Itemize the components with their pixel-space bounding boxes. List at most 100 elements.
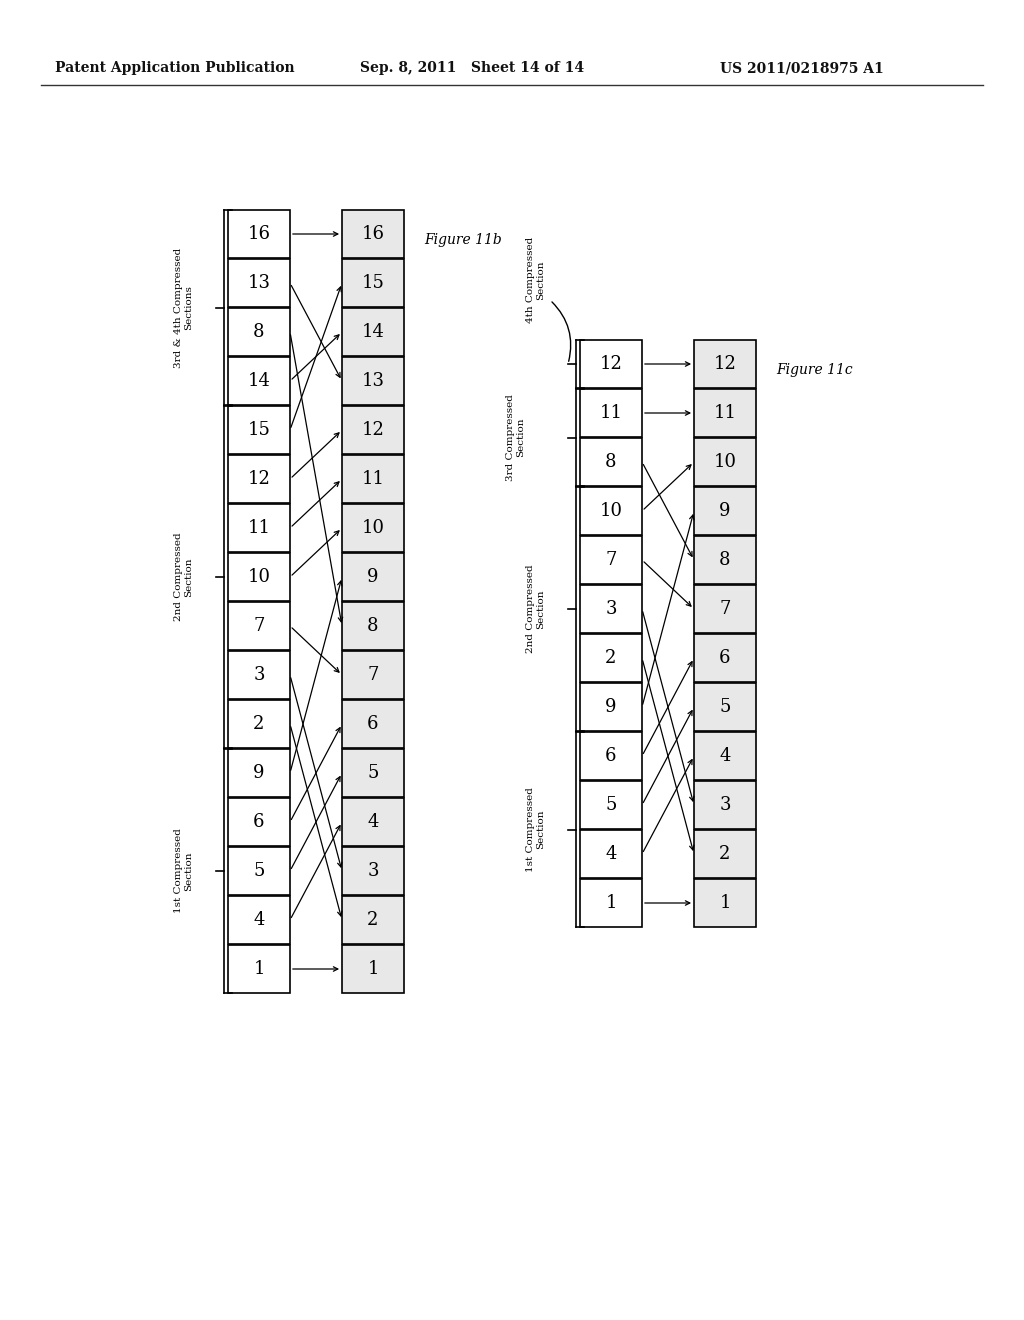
Text: 2nd Compressed
Section: 2nd Compressed Section <box>525 565 545 653</box>
Text: 12: 12 <box>361 421 384 440</box>
Text: 2: 2 <box>605 649 616 667</box>
Bar <box>580 879 642 927</box>
Text: 9: 9 <box>253 764 265 781</box>
Bar <box>228 259 290 308</box>
Text: 7: 7 <box>253 616 264 635</box>
Bar <box>580 389 642 437</box>
Text: 1st Compressed
Section: 1st Compressed Section <box>525 787 545 873</box>
Text: 11: 11 <box>248 519 270 537</box>
Text: Figure 11c: Figure 11c <box>776 363 853 378</box>
Bar <box>580 781 642 829</box>
Bar <box>580 634 642 682</box>
Bar <box>228 455 290 503</box>
Text: 13: 13 <box>248 275 270 292</box>
Text: US 2011/0218975 A1: US 2011/0218975 A1 <box>720 61 884 75</box>
Bar <box>342 602 404 649</box>
Text: 10: 10 <box>714 453 736 471</box>
Bar <box>228 602 290 649</box>
Text: 1: 1 <box>719 894 731 912</box>
Text: 1: 1 <box>368 960 379 978</box>
Bar <box>694 781 756 829</box>
Bar <box>342 308 404 356</box>
Text: 12: 12 <box>714 355 736 374</box>
Text: 7: 7 <box>368 667 379 684</box>
Text: Figure 11b: Figure 11b <box>424 234 502 247</box>
Bar <box>228 407 290 454</box>
Text: 1: 1 <box>605 894 616 912</box>
Bar <box>580 830 642 878</box>
Bar <box>342 945 404 993</box>
Bar <box>694 634 756 682</box>
Text: 3rd & 4th Compressed
Sections: 3rd & 4th Compressed Sections <box>174 247 193 368</box>
Text: 5: 5 <box>253 862 264 880</box>
Text: 9: 9 <box>605 698 616 715</box>
Text: 4: 4 <box>368 813 379 832</box>
Bar <box>580 733 642 780</box>
Bar <box>228 799 290 846</box>
Bar <box>694 733 756 780</box>
Text: 5: 5 <box>719 698 731 715</box>
Text: Patent Application Publication: Patent Application Publication <box>55 61 295 75</box>
Bar <box>694 438 756 486</box>
Bar <box>342 896 404 944</box>
Bar <box>694 682 756 731</box>
Bar <box>342 210 404 257</box>
Text: 7: 7 <box>719 601 731 618</box>
Bar <box>228 504 290 552</box>
Text: 8: 8 <box>253 323 265 341</box>
Bar <box>694 487 756 535</box>
Text: 14: 14 <box>248 372 270 389</box>
Text: 9: 9 <box>368 568 379 586</box>
Text: 14: 14 <box>361 323 384 341</box>
Bar <box>228 356 290 405</box>
Text: 2: 2 <box>368 911 379 929</box>
Bar <box>228 210 290 257</box>
Text: 7: 7 <box>605 550 616 569</box>
Text: 3: 3 <box>368 862 379 880</box>
Text: 3rd Compressed
Section: 3rd Compressed Section <box>506 395 525 480</box>
Text: 6: 6 <box>368 715 379 733</box>
Text: 10: 10 <box>248 568 270 586</box>
Text: 8: 8 <box>605 453 616 471</box>
Text: 11: 11 <box>361 470 384 488</box>
Bar <box>342 651 404 700</box>
Bar <box>694 389 756 437</box>
Text: 10: 10 <box>599 502 623 520</box>
Text: 8: 8 <box>368 616 379 635</box>
Bar <box>342 455 404 503</box>
Bar <box>694 536 756 583</box>
Text: 6: 6 <box>605 747 616 766</box>
Bar <box>580 487 642 535</box>
Text: 1st Compressed
Section: 1st Compressed Section <box>174 829 193 913</box>
Bar <box>342 259 404 308</box>
Bar <box>228 700 290 748</box>
Text: 3: 3 <box>253 667 265 684</box>
Bar <box>580 682 642 731</box>
Bar <box>342 356 404 405</box>
Bar <box>228 896 290 944</box>
Text: 16: 16 <box>248 224 270 243</box>
Bar <box>342 504 404 552</box>
Bar <box>580 536 642 583</box>
Text: 3: 3 <box>605 601 616 618</box>
Bar <box>228 945 290 993</box>
Text: 2nd Compressed
Section: 2nd Compressed Section <box>174 533 193 622</box>
Bar <box>694 879 756 927</box>
Text: 15: 15 <box>248 421 270 440</box>
Text: 6: 6 <box>253 813 265 832</box>
Bar <box>342 847 404 895</box>
Text: 4: 4 <box>253 911 264 929</box>
Bar <box>694 830 756 878</box>
Bar <box>342 407 404 454</box>
Text: 5: 5 <box>605 796 616 814</box>
Bar <box>694 585 756 634</box>
Text: 15: 15 <box>361 275 384 292</box>
Text: Sep. 8, 2011   Sheet 14 of 14: Sep. 8, 2011 Sheet 14 of 14 <box>360 61 584 75</box>
Text: 4: 4 <box>719 747 731 766</box>
Text: 2: 2 <box>719 845 731 863</box>
Bar <box>228 308 290 356</box>
Text: 12: 12 <box>600 355 623 374</box>
Bar <box>228 847 290 895</box>
Bar <box>228 553 290 601</box>
Bar <box>580 438 642 486</box>
